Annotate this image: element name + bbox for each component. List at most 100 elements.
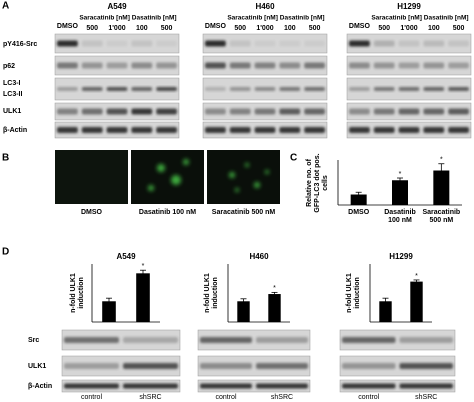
- blot-band: [64, 363, 119, 369]
- dose-label: 100: [136, 25, 148, 32]
- blot-band: [349, 62, 370, 69]
- blot-band: [256, 337, 308, 343]
- bar: [102, 301, 116, 322]
- blot-strip: [61, 355, 181, 377]
- dose-label: 500: [309, 25, 321, 32]
- blot-band: [398, 108, 420, 115]
- blot-band: [131, 62, 153, 69]
- micrograph: [55, 150, 128, 204]
- x-tick-label: control: [358, 394, 379, 401]
- blot-band: [373, 87, 395, 91]
- treatment-label: Dasatinib [nM]: [424, 15, 469, 22]
- blot-band: [205, 87, 226, 91]
- gfp-dot: [245, 163, 249, 167]
- blot-row-label: ULK1: [28, 363, 46, 370]
- blot-band: [106, 87, 128, 91]
- blot-strip: [339, 329, 456, 351]
- blot-band: [200, 383, 252, 389]
- blot-band: [423, 40, 445, 47]
- blot-strip: [61, 329, 181, 351]
- blot-band: [254, 127, 276, 133]
- blot-band: [423, 87, 445, 91]
- blot-band: [81, 127, 103, 133]
- panel-label: C: [290, 153, 297, 164]
- blot-band: [448, 40, 469, 47]
- chart-title: H460: [249, 252, 269, 261]
- bar: [379, 301, 392, 322]
- micrograph: [131, 150, 204, 204]
- blot-band: [279, 108, 301, 115]
- blot-band: [349, 108, 370, 115]
- blot-row-label: Src: [28, 337, 39, 344]
- blot-band: [229, 40, 251, 47]
- panel-label: B: [2, 153, 9, 164]
- chart-title: A549: [116, 252, 136, 261]
- gfp-dot: [157, 164, 165, 172]
- blot-band: [57, 62, 78, 69]
- blot-band: [373, 108, 395, 115]
- blot-band: [279, 87, 301, 91]
- blot-strip: [339, 379, 456, 393]
- blot-band: [373, 40, 395, 47]
- blot-band: [342, 383, 396, 389]
- dose-label: 500: [234, 25, 246, 32]
- blot-band: [342, 363, 396, 369]
- blot-band: [156, 108, 177, 115]
- dose-label: 1'000: [400, 25, 417, 32]
- blot-band: [254, 108, 276, 115]
- micrograph: [207, 150, 280, 204]
- blot-band: [64, 337, 119, 343]
- treatment-label: Saracatinib [nM]: [371, 15, 422, 22]
- blot-band: [304, 62, 325, 69]
- blot-band: [304, 40, 325, 47]
- blot-band: [205, 127, 226, 133]
- blot-band: [254, 87, 276, 91]
- blot-band: [229, 87, 251, 91]
- dose-label: 500: [86, 25, 98, 32]
- micrograph-caption: DMSO: [81, 209, 103, 216]
- blot-band: [64, 383, 119, 389]
- y-axis-label: n-fold ULK1 induction: [70, 273, 85, 313]
- panel-label: D: [2, 247, 9, 258]
- gfp-dot: [171, 175, 181, 185]
- blot-band: [256, 383, 308, 389]
- blot-band: [349, 87, 370, 91]
- blot-band: [81, 108, 103, 115]
- blot-band: [373, 62, 395, 69]
- blot-row-label: ULK1: [3, 108, 21, 115]
- gfp-dot: [183, 159, 189, 165]
- blot-band: [81, 87, 103, 91]
- significance-mark: *: [273, 285, 276, 292]
- gfp-dot: [254, 182, 260, 188]
- blot-band: [448, 127, 469, 133]
- bar: [268, 294, 281, 322]
- y-axis-label: Relative no. of GFP-LC3 dot pos. cells: [306, 152, 329, 213]
- blot-band: [156, 87, 177, 91]
- blot-band: [398, 127, 420, 133]
- gfp-dot: [148, 185, 154, 191]
- blot-band: [205, 62, 226, 69]
- blot-band: [205, 40, 226, 47]
- bar: [350, 194, 367, 205]
- dose-label: 100: [284, 25, 296, 32]
- treatment-label: Saracatinib [nM]: [227, 15, 278, 22]
- blot-band: [81, 40, 103, 47]
- blot-band: [123, 363, 178, 369]
- blot-strip: [197, 379, 311, 393]
- blot-band: [229, 62, 251, 69]
- dose-label: 1'000: [108, 25, 125, 32]
- blot-group-title: H1299: [397, 2, 421, 11]
- blot-band: [349, 127, 370, 133]
- treatment-label: Dasatinib [nM]: [132, 15, 177, 22]
- chart-title: H1299: [389, 252, 413, 261]
- blot-band: [399, 337, 453, 343]
- bar: [237, 301, 250, 322]
- blot-band: [131, 40, 153, 47]
- blot-band: [448, 87, 469, 91]
- x-tick-label: Dasatinib 100 nM: [384, 209, 416, 224]
- blot-band: [399, 363, 453, 369]
- blot-band: [279, 62, 301, 69]
- blot-band: [106, 62, 128, 69]
- blot-strip: [197, 329, 311, 351]
